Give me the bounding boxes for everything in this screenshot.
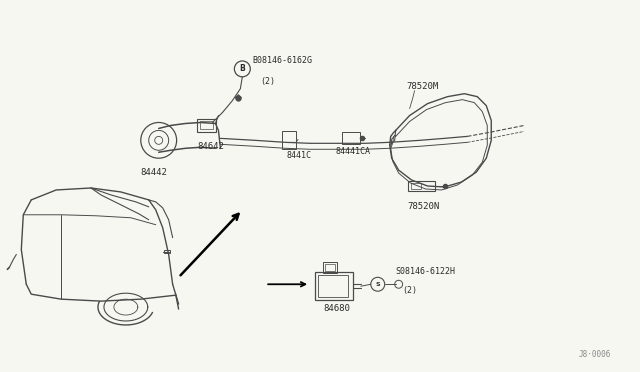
- Bar: [323, 262, 337, 273]
- Text: S08146-6122H: S08146-6122H: [396, 267, 456, 276]
- Text: 78520M: 78520M: [406, 82, 439, 91]
- Text: 84441CA: 84441CA: [336, 147, 371, 156]
- Text: 8441C: 8441C: [286, 151, 311, 160]
- Bar: [325, 264, 335, 271]
- Bar: [315, 272, 353, 300]
- Text: 84442: 84442: [141, 168, 168, 177]
- Bar: [318, 275, 348, 297]
- Text: B: B: [239, 64, 245, 73]
- Text: J8·0006: J8·0006: [579, 350, 611, 359]
- Bar: [408, 181, 435, 191]
- Text: 78520N: 78520N: [408, 202, 440, 211]
- Bar: [164, 250, 170, 253]
- Bar: [282, 131, 296, 149]
- Text: 84680: 84680: [323, 304, 350, 313]
- Text: B08146-6162G: B08146-6162G: [252, 56, 312, 65]
- Bar: [411, 183, 420, 189]
- Text: (2): (2): [260, 77, 275, 86]
- Text: S: S: [376, 282, 380, 287]
- Text: 84642: 84642: [198, 142, 225, 151]
- Text: (2): (2): [403, 286, 418, 295]
- Bar: [196, 119, 216, 132]
- Bar: [342, 132, 360, 144]
- Bar: [200, 122, 214, 129]
